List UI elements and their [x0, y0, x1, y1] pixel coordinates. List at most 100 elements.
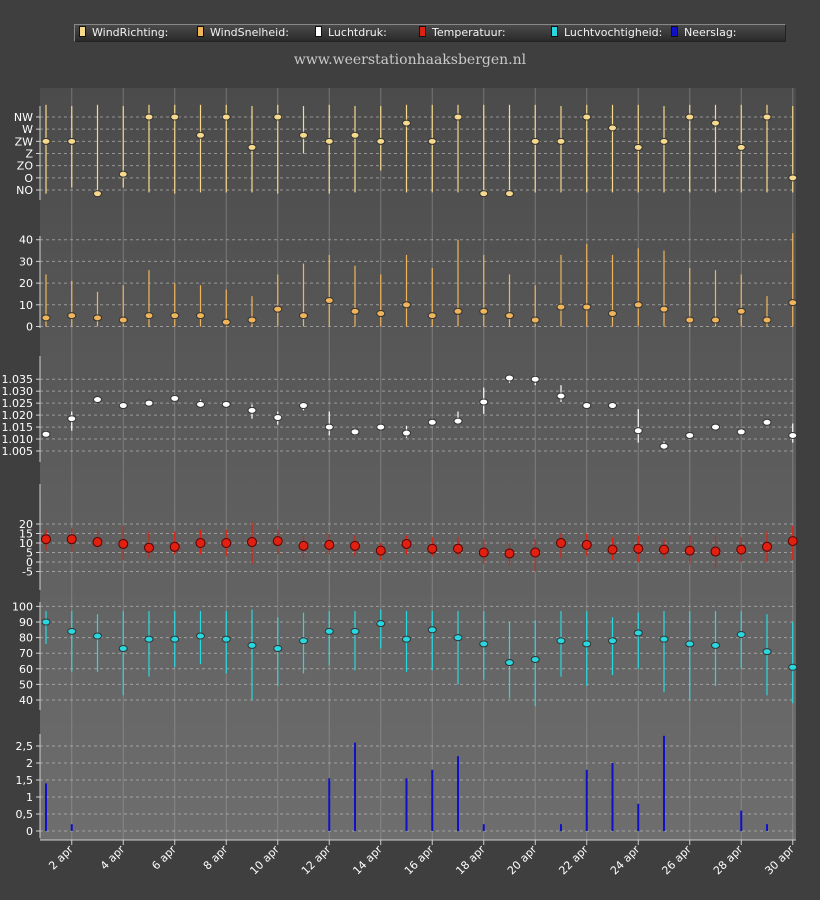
data-point: [92, 537, 103, 548]
data-point: [273, 645, 283, 653]
data-point: [608, 124, 617, 132]
data-point: [581, 539, 592, 550]
legend-label: Luchtvochtigheid:: [564, 26, 663, 39]
data-point: [788, 299, 798, 307]
data-point: [221, 538, 232, 548]
data-point: [582, 402, 592, 410]
data-point: [684, 545, 695, 556]
data-point: [427, 543, 438, 554]
data-point: [144, 542, 154, 553]
y-tick-label: NW: [14, 111, 33, 124]
data-point: [427, 626, 437, 634]
data-point: [67, 312, 77, 320]
data-point: [118, 316, 128, 324]
data-point: [582, 640, 592, 648]
data-point: [788, 663, 798, 671]
data-point: [736, 307, 746, 315]
data-point: [221, 635, 231, 643]
data-point: [685, 113, 695, 121]
data-point: [787, 536, 798, 547]
data-point: [402, 635, 411, 643]
data-point: [453, 634, 463, 642]
y-tick-label: NO: [16, 184, 33, 197]
y-tick-label: 1.030: [2, 385, 34, 398]
data-point: [324, 627, 334, 635]
y-tick-label: 15: [19, 528, 33, 541]
data-point: [762, 316, 772, 324]
data-point: [530, 547, 541, 558]
data-point: [608, 402, 617, 410]
data-point: [685, 316, 695, 324]
data-point: [324, 296, 334, 304]
data-point: [505, 374, 514, 382]
data-point: [247, 406, 257, 414]
data-point: [556, 538, 566, 548]
data-point: [247, 316, 257, 324]
data-point: [736, 143, 746, 151]
data-point: [453, 113, 463, 121]
legend-label: Neerslag:: [684, 26, 737, 39]
data-point: [711, 641, 720, 649]
legend-item: Luchtdruk:: [315, 26, 387, 39]
data-point: [93, 632, 102, 640]
y-tick-label: 0,5: [16, 808, 34, 821]
data-point: [401, 538, 412, 549]
panel-neerslag: 0 0,5 1 1,5 2 2,5: [16, 734, 796, 838]
legend-label: WindSnelheid:: [210, 26, 289, 39]
plot-area: [40, 88, 796, 840]
data-point: [41, 534, 51, 545]
y-tick-label: 90: [19, 616, 33, 629]
y-tick-label: ZW: [15, 135, 34, 148]
y-tick-label: ZO: [17, 160, 34, 173]
legend-item: Luchtvochtigheid:: [551, 26, 662, 39]
data-point: [607, 544, 618, 555]
data-point: [453, 417, 463, 425]
data-point: [196, 400, 205, 408]
data-point: [582, 303, 592, 311]
data-point: [41, 137, 51, 145]
data-point: [505, 312, 514, 320]
data-point: [170, 113, 180, 121]
legend-swatch: [79, 26, 86, 37]
panel-windsnelheid: 0 10 20 30 40: [19, 233, 798, 334]
legend-item: WindSnelheid:: [197, 26, 289, 39]
y-tick-label: 1: [26, 791, 33, 804]
data-point: [710, 546, 721, 557]
data-point: [530, 655, 540, 663]
data-point: [350, 307, 360, 315]
data-point: [144, 635, 154, 643]
data-point: [608, 309, 617, 317]
data-point: [504, 548, 515, 559]
data-point: [402, 119, 411, 127]
data-point: [633, 629, 643, 637]
data-point: [453, 543, 463, 554]
data-point: [478, 547, 489, 558]
chart-panels: NOOZOZZWWNW0102030401.0051.0101.0151.020…: [2, 104, 798, 838]
data-point: [711, 423, 720, 431]
y-tick-label: 70: [19, 647, 33, 660]
data-point: [118, 402, 128, 410]
data-point: [633, 427, 643, 435]
y-tick-label: O: [24, 172, 33, 185]
data-point: [93, 396, 102, 404]
data-point: [118, 170, 128, 178]
y-tick-label: 60: [19, 663, 33, 676]
y-tick-label: 2: [26, 757, 33, 770]
data-point: [324, 539, 335, 550]
legend: WindRichting: WindSnelheid: Luchtdruk: Temp…: [74, 24, 786, 42]
y-tick-label: 1.035: [2, 373, 34, 386]
legend-label: WindRichting:: [92, 26, 169, 39]
y-tick-label: 1.015: [2, 421, 34, 434]
data-point: [530, 375, 540, 383]
data-point: [273, 305, 283, 313]
data-point: [582, 113, 592, 121]
data-point: [169, 541, 180, 552]
data-point: [298, 540, 309, 551]
data-point: [350, 540, 360, 551]
data-point: [788, 174, 798, 182]
y-tick-label: 2,5: [16, 740, 34, 753]
data-point: [247, 537, 257, 548]
y-tick-label: -5: [22, 566, 33, 579]
